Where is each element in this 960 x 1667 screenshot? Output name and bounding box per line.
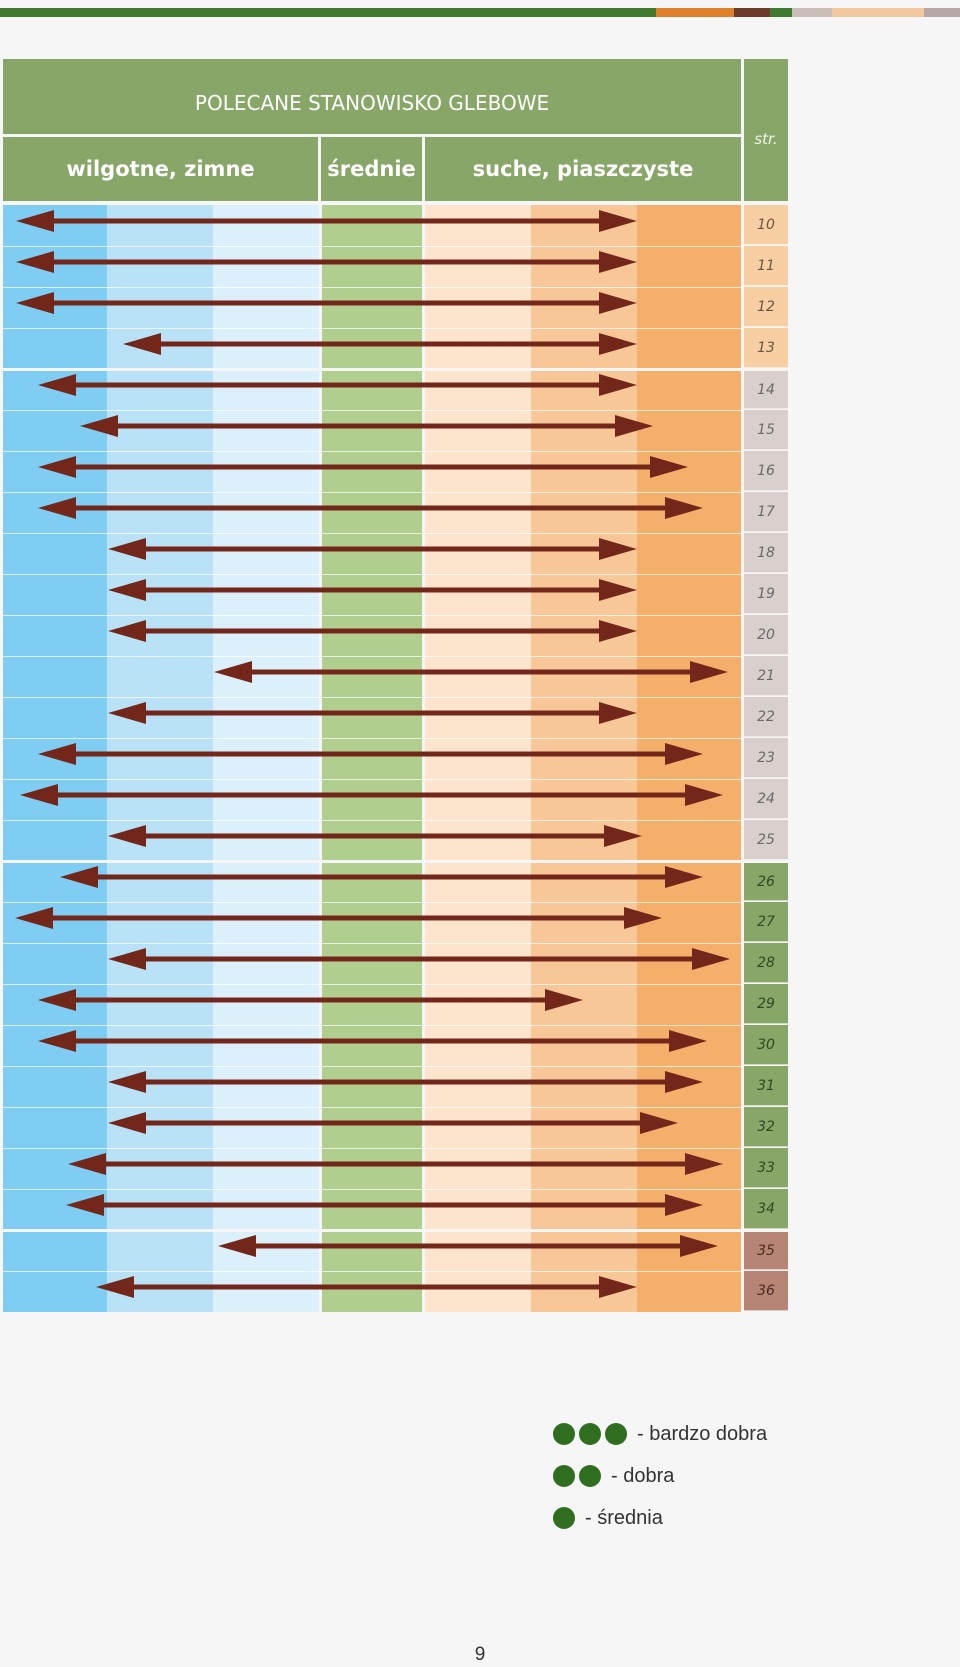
soil-band-1 <box>3 205 107 1312</box>
soil-grid <box>3 205 741 1312</box>
page-ref-cell: 24 <box>744 779 788 819</box>
group-divider <box>3 860 741 863</box>
row-divider <box>3 1271 741 1272</box>
row-divider <box>3 902 741 903</box>
page-ref-cell: 28 <box>744 943 788 983</box>
row-divider <box>3 656 741 657</box>
row-divider <box>3 492 741 493</box>
legend-label: - bardzo dobra <box>637 1422 768 1445</box>
green-dot-icon <box>579 1465 601 1487</box>
row-divider <box>3 1148 741 1149</box>
row-divider <box>3 328 741 329</box>
column-divider <box>422 205 425 1312</box>
page-ref-cell: 13 <box>744 328 788 368</box>
page-ref-cell: 12 <box>744 287 788 327</box>
page-ref-cell: 35 <box>744 1232 788 1270</box>
page-ref-cell: 14 <box>744 371 788 409</box>
page-ref-cell: 17 <box>744 492 788 532</box>
soil-band-5 <box>425 205 531 1312</box>
legend-label: - dobra <box>611 1464 675 1487</box>
page-ref-cell: 25 <box>744 820 788 860</box>
row-divider <box>3 738 741 739</box>
soil-band-4 <box>319 205 425 1312</box>
top-color-bar <box>0 8 960 17</box>
page-ref-cell: 29 <box>744 984 788 1024</box>
green-dot-icon <box>553 1465 575 1487</box>
column-divider <box>319 205 322 1312</box>
legend-label: - średnia <box>585 1506 663 1529</box>
column-header-wet: wilgotne, zimne <box>3 137 318 201</box>
legend: - bardzo dobra - dobra - średnia <box>553 1413 767 1539</box>
green-dot-icon <box>605 1423 627 1445</box>
page-number: 9 <box>474 1644 486 1665</box>
column-header-page: str. <box>744 59 788 201</box>
row-divider <box>3 779 741 780</box>
row-divider <box>3 1066 741 1067</box>
column-header-dry: suche, piaszczyste <box>425 137 741 201</box>
soil-band-7 <box>637 205 741 1312</box>
row-divider <box>3 410 741 411</box>
row-divider <box>3 1107 741 1108</box>
page-ref-cell: 18 <box>744 533 788 573</box>
page-ref-cell: 36 <box>744 1271 788 1311</box>
group-divider <box>3 1229 741 1232</box>
page-ref-cell: 22 <box>744 697 788 737</box>
group-divider <box>3 368 741 371</box>
page-ref-cell: 11 <box>744 246 788 286</box>
page-ref-cell: 15 <box>744 410 788 450</box>
green-dot-icon <box>579 1423 601 1445</box>
page-ref-cell: 23 <box>744 738 788 778</box>
row-divider <box>3 697 741 698</box>
soil-band-3 <box>213 205 319 1312</box>
row-divider <box>3 1025 741 1026</box>
row-divider <box>3 1189 741 1190</box>
legend-row-average: - średnia <box>553 1497 767 1539</box>
row-divider <box>3 820 741 821</box>
page-ref-cell: 20 <box>744 615 788 655</box>
page-ref-cell: 30 <box>744 1025 788 1065</box>
page-ref-cell: 21 <box>744 656 788 696</box>
soil-band-6 <box>531 205 637 1312</box>
page-ref-cell: 31 <box>744 1066 788 1106</box>
row-divider <box>3 943 741 944</box>
table-title: POLECANE STANOWISKO GLEBOWE <box>3 59 741 134</box>
row-divider <box>3 246 741 247</box>
green-dot-icon <box>553 1423 575 1445</box>
row-divider <box>3 287 741 288</box>
page-ref-cell: 32 <box>744 1107 788 1147</box>
page-ref-cell: 27 <box>744 902 788 942</box>
page-ref-cell: 19 <box>744 574 788 614</box>
row-divider <box>3 574 741 575</box>
column-header-medium: średnie <box>321 137 422 201</box>
page-ref-cell: 33 <box>744 1148 788 1188</box>
row-divider <box>3 984 741 985</box>
row-divider <box>3 615 741 616</box>
row-divider <box>3 533 741 534</box>
page-ref-cell: 26 <box>744 863 788 901</box>
row-divider <box>3 451 741 452</box>
legend-row-very-good: - bardzo dobra <box>553 1413 767 1455</box>
page-ref-cell: 16 <box>744 451 788 491</box>
soil-band-2 <box>107 205 213 1312</box>
page-ref-cell: 34 <box>744 1189 788 1229</box>
green-dot-icon <box>553 1507 575 1529</box>
page-ref-cell: 10 <box>744 205 788 245</box>
legend-row-good: - dobra <box>553 1455 767 1497</box>
